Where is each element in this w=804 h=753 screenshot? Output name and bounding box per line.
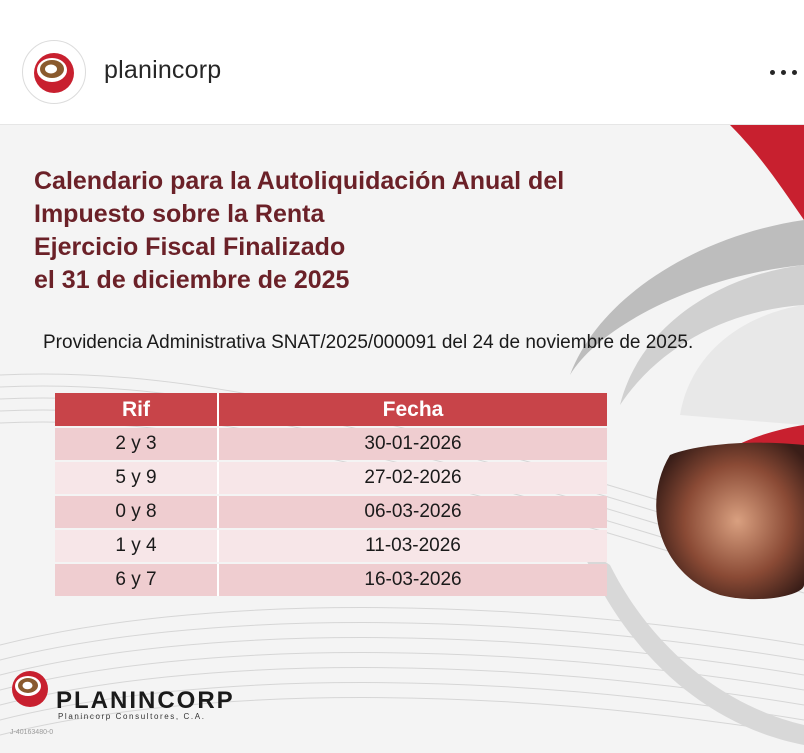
- table-row: 6 y 7 16-03-2026: [55, 564, 607, 596]
- rif-cell: 6 y 7: [55, 564, 217, 596]
- rif-cell: 2 y 3: [55, 428, 217, 460]
- column-header-rif: Rif: [55, 393, 217, 426]
- profile-avatar[interactable]: [22, 40, 86, 104]
- post-image: Calendario para la Autoliquidación Anual…: [0, 125, 804, 753]
- planincorp-logo-icon: [12, 671, 48, 707]
- table-row: 0 y 8 06-03-2026: [55, 496, 607, 528]
- post-title: Calendario para la Autoliquidación Anual…: [34, 165, 564, 297]
- calendar-table: Rif Fecha 2 y 3 30-01-2026 5 y 9 27-02-2…: [55, 391, 607, 598]
- planincorp-logo-icon: [34, 53, 74, 93]
- title-line: el 31 de diciembre de 2025: [34, 266, 350, 294]
- fecha-cell: 11-03-2026: [216, 530, 607, 562]
- rif-cell: 1 y 4: [55, 530, 217, 562]
- fecha-cell: 30-01-2026: [216, 428, 607, 460]
- title-line: Impuesto sobre la Renta: [34, 200, 325, 228]
- post-header: planincorp: [0, 0, 804, 125]
- table-row: 5 y 9 27-02-2026: [55, 462, 607, 494]
- fecha-cell: 27-02-2026: [216, 462, 607, 494]
- title-line: Calendario para la Autoliquidación Anual…: [34, 167, 565, 195]
- brand-tagline: Planincorp Consultores, C.A.: [58, 712, 206, 721]
- title-line: Ejercicio Fiscal Finalizado: [34, 233, 346, 261]
- rif-cell: 5 y 9: [55, 462, 217, 494]
- more-options-icon[interactable]: [764, 56, 802, 88]
- username[interactable]: planincorp: [104, 56, 222, 84]
- fecha-cell: 06-03-2026: [216, 496, 607, 528]
- table-header-row: Rif Fecha: [55, 393, 607, 426]
- providencia-text: Providencia Administrativa SNAT/2025/000…: [43, 332, 694, 353]
- table-row: 1 y 4 11-03-2026: [55, 530, 607, 562]
- rif-watermark: J-40163480-0: [10, 729, 54, 736]
- fecha-cell: 16-03-2026: [216, 564, 607, 596]
- brand-logo-text: PLANINCORP: [56, 687, 235, 714]
- rif-cell: 0 y 8: [55, 496, 217, 528]
- table-row: 2 y 3 30-01-2026: [55, 428, 607, 460]
- column-header-fecha: Fecha: [216, 393, 607, 426]
